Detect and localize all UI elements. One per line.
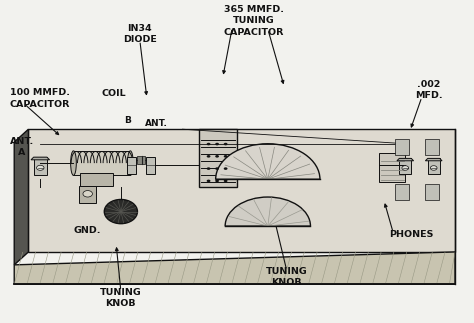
- Ellipse shape: [71, 151, 76, 175]
- Polygon shape: [397, 158, 414, 161]
- Circle shape: [215, 167, 219, 170]
- Bar: [395, 184, 409, 200]
- Polygon shape: [14, 129, 28, 265]
- Bar: [425, 184, 439, 200]
- Ellipse shape: [128, 151, 133, 175]
- Bar: [146, 157, 155, 174]
- Text: 365 MMFD.
TUNING
CAPACITOR: 365 MMFD. TUNING CAPACITOR: [223, 5, 284, 36]
- Bar: [127, 157, 136, 174]
- Bar: [137, 156, 145, 164]
- Ellipse shape: [104, 199, 137, 224]
- Bar: [379, 153, 405, 182]
- Circle shape: [83, 191, 92, 197]
- Circle shape: [224, 143, 228, 145]
- Circle shape: [402, 166, 409, 170]
- Text: ANT.: ANT.: [145, 119, 167, 128]
- Text: ANT.
A: ANT. A: [9, 137, 34, 157]
- Text: B: B: [124, 116, 131, 125]
- Polygon shape: [425, 158, 442, 161]
- Polygon shape: [14, 252, 455, 284]
- Text: COIL: COIL: [102, 89, 127, 98]
- Polygon shape: [31, 157, 50, 160]
- Circle shape: [215, 155, 219, 158]
- Wedge shape: [216, 144, 320, 179]
- Text: TUNING
KNOB: TUNING KNOB: [100, 288, 142, 308]
- Text: PHONES: PHONES: [389, 230, 433, 239]
- Bar: [395, 139, 409, 155]
- Text: .002
MFD.: .002 MFD.: [415, 80, 442, 100]
- Bar: [73, 151, 130, 175]
- Circle shape: [207, 155, 210, 158]
- Circle shape: [36, 165, 44, 170]
- Text: TUNING
KNOB: TUNING KNOB: [266, 267, 308, 287]
- Text: GND.: GND.: [73, 226, 101, 235]
- Bar: [80, 173, 113, 186]
- Text: IN34
DIODE: IN34 DIODE: [123, 24, 157, 44]
- Circle shape: [215, 180, 219, 182]
- Bar: [425, 139, 439, 155]
- Circle shape: [207, 180, 210, 182]
- Polygon shape: [28, 129, 455, 252]
- Circle shape: [224, 180, 228, 182]
- Text: 100 MMFD.
CAPACITOR: 100 MMFD. CAPACITOR: [9, 89, 70, 109]
- Circle shape: [224, 155, 228, 158]
- Bar: [428, 158, 440, 174]
- Circle shape: [207, 143, 210, 145]
- Bar: [34, 157, 47, 175]
- Wedge shape: [225, 197, 310, 226]
- Bar: [199, 129, 237, 187]
- Circle shape: [430, 166, 437, 170]
- Bar: [79, 186, 96, 203]
- Circle shape: [215, 143, 219, 145]
- Bar: [399, 158, 411, 174]
- Circle shape: [224, 167, 228, 170]
- Circle shape: [207, 167, 210, 170]
